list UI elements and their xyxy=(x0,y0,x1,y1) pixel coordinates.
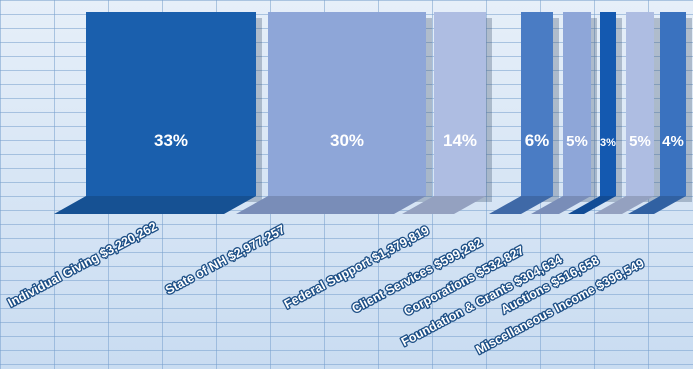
bar-base xyxy=(594,196,654,214)
bar-base xyxy=(489,196,553,214)
percent-label: 3% xyxy=(600,137,616,149)
bar-base xyxy=(402,196,486,214)
bar-base xyxy=(531,196,591,214)
percent-label: 14% xyxy=(443,131,477,150)
bar-2: 30% xyxy=(236,12,432,214)
bar-base xyxy=(628,196,686,214)
bar-5: 5% xyxy=(531,12,597,214)
bar-8: 4% xyxy=(628,12,692,214)
percent-label: 4% xyxy=(662,133,684,150)
category-labels: Individual Giving $3,220,262 State of NH … xyxy=(4,218,647,358)
bar-1: 33% xyxy=(54,12,262,214)
bar-face xyxy=(434,12,486,196)
bar-base xyxy=(568,196,616,214)
category-label: Federal Support $1,379,819 xyxy=(282,223,432,311)
bar-6: 3% xyxy=(568,12,622,214)
bar-base xyxy=(54,196,256,214)
percent-label: 5% xyxy=(629,133,651,150)
percent-label: 6% xyxy=(525,131,550,150)
bar-base xyxy=(236,196,426,214)
percent-label: 5% xyxy=(566,133,588,150)
bar-face xyxy=(660,12,686,196)
bar-face xyxy=(521,12,553,196)
bar-face xyxy=(626,12,654,196)
bar-face xyxy=(268,12,426,196)
bar-face xyxy=(563,12,591,196)
bar-4: 6% xyxy=(489,12,559,214)
bar-3: 14% xyxy=(402,12,492,214)
bars-group: 33% 30% 14% 6% 5% 3% 5% 4% xyxy=(54,12,692,214)
bar-7: 5% xyxy=(594,12,660,214)
percent-label: 30% xyxy=(330,131,364,150)
category-label: Individual Giving $3,220,262 xyxy=(6,219,160,310)
bar-face xyxy=(600,12,616,196)
category-label: State of NH $2,977,257 xyxy=(163,222,287,297)
bar-face xyxy=(86,12,256,196)
percent-label: 33% xyxy=(154,131,188,150)
